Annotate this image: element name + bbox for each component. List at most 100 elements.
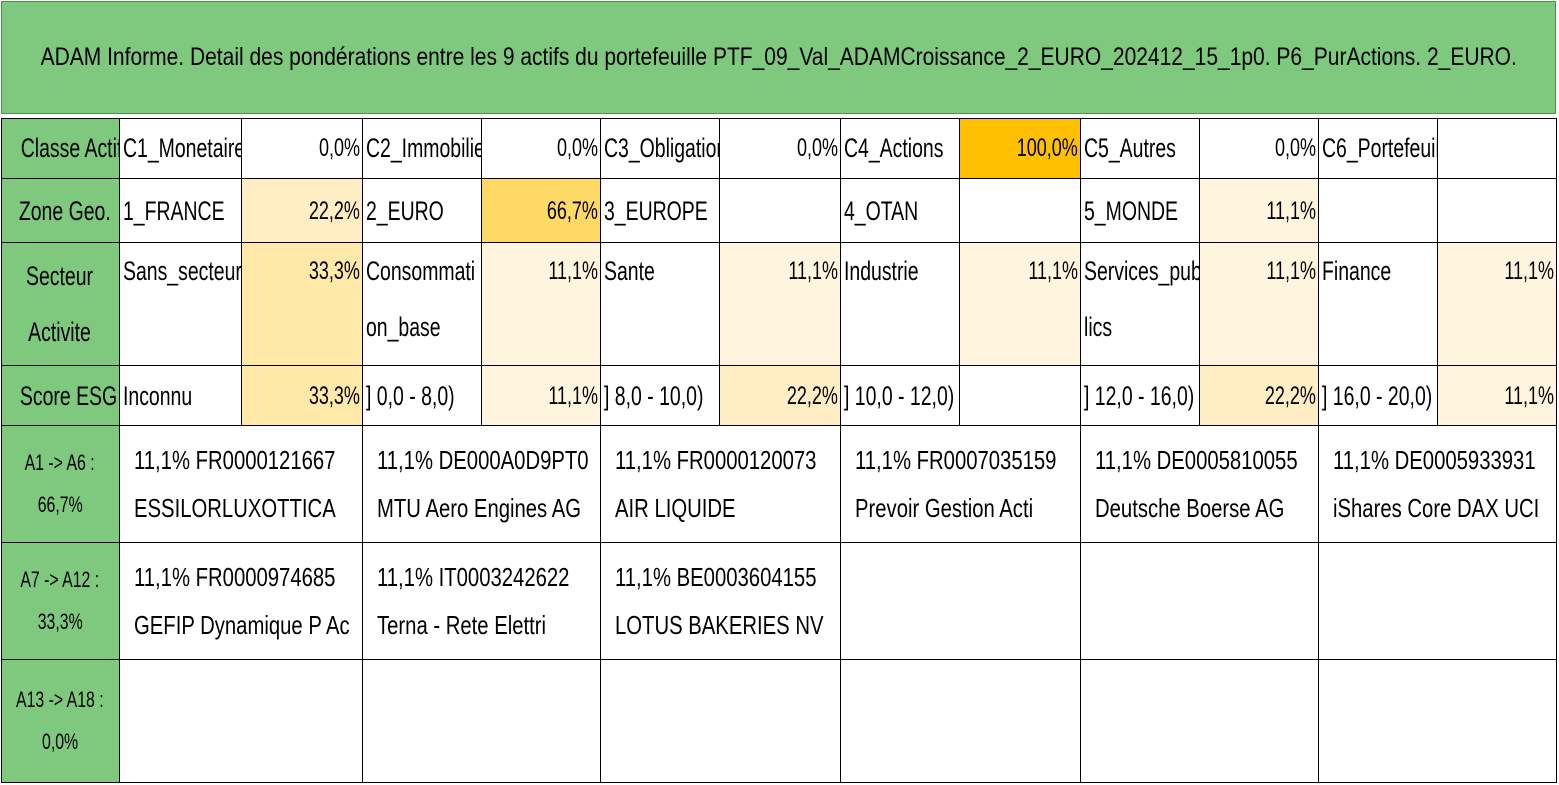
category-weight-text: 0,0% xyxy=(318,134,360,162)
asset-weight-isin: 11,1% FR0000121667 xyxy=(134,436,362,484)
asset-name: Deutsche Boerse AG xyxy=(1095,484,1318,532)
asset-name xyxy=(1095,718,1318,766)
category-name-text: Sante xyxy=(604,256,655,286)
category-weight: 11,1% xyxy=(1438,243,1557,366)
asset-text: 11,1% BE0003604155 xyxy=(615,562,817,592)
category-name: 4_OTAN xyxy=(841,179,960,243)
asset-text: 11,1% FR0000974685 xyxy=(134,562,336,592)
category-name-text: Industrie xyxy=(844,256,919,286)
asset-text: Prevoir Gestion Acti xyxy=(855,493,1034,523)
category-name-line: Sante xyxy=(604,243,719,299)
category-name-text: C1_Monetaire xyxy=(123,133,242,163)
category-name: C5_Autres xyxy=(1081,118,1200,179)
category-weight: 0,0% xyxy=(242,118,363,179)
asset-cell: 11,1% DE0005810055 Deutsche Boerse AG xyxy=(1081,426,1319,543)
category-name-text: ] 16,0 - 20,0) xyxy=(1322,381,1433,411)
category-weight: 11,1% xyxy=(1200,243,1319,366)
asset-group-total-text: 66,7% xyxy=(37,492,83,517)
category-name-text: lics xyxy=(1084,312,1113,342)
asset-cell: 11,1% FR0007035159 Prevoir Gestion Acti xyxy=(841,426,1081,543)
asset-weight-isin xyxy=(1095,670,1318,718)
row-header: Zone Geo. xyxy=(1,179,120,243)
category-weight: 66,7% xyxy=(482,179,601,243)
asset-group-total: 33,3% xyxy=(29,601,91,643)
row-header-line: Secteur xyxy=(13,248,106,304)
category-name-text: Services_pub xyxy=(1084,256,1200,286)
asset-cell xyxy=(1319,660,1557,783)
category-name: Finance xyxy=(1319,243,1438,366)
category-name: Sans_secteur xyxy=(120,243,242,366)
category-weight xyxy=(960,179,1081,243)
asset-text: MTU Aero Engines AG xyxy=(377,493,582,523)
asset-group-label-text: A1 -> A6 : xyxy=(24,450,95,475)
category-weight xyxy=(1438,179,1557,243)
asset-text: ESSILORLUXOTTICA xyxy=(134,493,336,523)
category-name-text: C4_Actions xyxy=(844,133,944,163)
asset-group-label: A1 -> A6 : 66,7% xyxy=(1,426,120,543)
category-weight: 22,2% xyxy=(720,366,841,426)
asset-weight-isin: 11,1% FR0007035159 xyxy=(855,436,1080,484)
category-weight-text: 22,2% xyxy=(786,382,838,410)
asset-name: iShares Core DAX UCI xyxy=(1333,484,1556,532)
asset-weight-isin xyxy=(1333,670,1556,718)
category-weight: 22,2% xyxy=(242,179,363,243)
category-name: 3_EUROPE xyxy=(601,179,720,243)
asset-name: Prevoir Gestion Acti xyxy=(855,484,1080,532)
category-weight-text: 33,3% xyxy=(308,382,360,410)
category-weight: 11,1% xyxy=(960,243,1081,366)
category-weight-text: 100,0% xyxy=(1016,134,1078,162)
asset-text: 11,1% FR0000120073 xyxy=(615,445,817,475)
category-name: Consommati on_base xyxy=(363,243,482,366)
asset-cell: 11,1% IT0003242622 Terna - Rete Elettri xyxy=(363,543,601,660)
asset-weight-isin xyxy=(855,553,1080,601)
asset-weight-isin: 11,1% FR0000120073 xyxy=(615,436,840,484)
asset-weight-isin: 11,1% IT0003242622 xyxy=(377,553,600,601)
category-weight-text: 0,0% xyxy=(796,134,838,162)
row-header-line: Activite xyxy=(16,304,103,360)
category-weight-text: 11,1% xyxy=(1266,257,1316,285)
asset-name xyxy=(855,601,1080,649)
category-weight: 33,3% xyxy=(242,243,363,366)
asset-weight-isin xyxy=(1333,553,1556,601)
asset-text: GEFIP Dynamique P Ac xyxy=(134,610,350,640)
category-name: C3_Obligations xyxy=(601,118,720,179)
asset-text: 11,1% DE000A0D9PT0 xyxy=(377,445,589,475)
category-name-text: Consommati xyxy=(366,256,476,286)
asset-cell: 11,1% DE000A0D9PT0 MTU Aero Engines AG xyxy=(363,426,601,543)
category-weight-text: 11,1% xyxy=(1504,382,1554,410)
category-name: ] 12,0 - 16,0) xyxy=(1081,366,1200,426)
category-name: C2_Immobilier xyxy=(363,118,482,179)
asset-name: LOTUS BAKERIES NV xyxy=(615,601,840,649)
category-weight: 0,0% xyxy=(720,118,841,179)
asset-name xyxy=(1095,601,1318,649)
category-name-line: Services_pub xyxy=(1084,243,1199,299)
asset-weight-isin xyxy=(134,670,362,718)
asset-cell: 11,1% BE0003604155 LOTUS BAKERIES NV xyxy=(601,543,841,660)
row-header-text: Activite xyxy=(28,317,92,347)
asset-group-label: A7 -> A12 : 33,3% xyxy=(1,543,120,660)
asset-text: 11,1% FR0007035159 xyxy=(855,445,1057,475)
category-name-line: Finance xyxy=(1322,243,1437,299)
asset-group-label: A1 -> A6 : xyxy=(11,442,108,484)
category-weight: 0,0% xyxy=(1200,118,1319,179)
category-weight: 0,0% xyxy=(482,118,601,179)
category-name-text: ] 12,0 - 16,0) xyxy=(1084,381,1195,411)
report-title-banner: ADAM Informe. Detail des pondérations en… xyxy=(1,1,1556,114)
category-weight-text: 11,1% xyxy=(1504,257,1554,285)
asset-cell xyxy=(120,660,363,783)
category-weight xyxy=(960,366,1081,426)
category-name-text: C2_Immobilier xyxy=(366,133,482,163)
asset-name xyxy=(377,718,600,766)
category-name: ] 16,0 - 20,0) xyxy=(1319,366,1438,426)
asset-weight-isin: 11,1% FR0000974685 xyxy=(134,553,362,601)
asset-text: 11,1% FR0000121667 xyxy=(134,445,336,475)
asset-weight-isin xyxy=(1095,553,1318,601)
asset-cell xyxy=(841,660,1081,783)
category-weight-text: 11,1% xyxy=(548,257,598,285)
category-weight-text: 11,1% xyxy=(788,257,838,285)
category-name-text: ] 0,0 - 8,0) xyxy=(366,381,455,411)
asset-text: 11,1% DE0005810055 xyxy=(1095,445,1298,475)
row-header-text: Secteur xyxy=(26,261,94,291)
asset-weight-isin: 11,1% DE0005810055 xyxy=(1095,436,1318,484)
asset-text: 11,1% DE0005933931 xyxy=(1333,445,1536,475)
